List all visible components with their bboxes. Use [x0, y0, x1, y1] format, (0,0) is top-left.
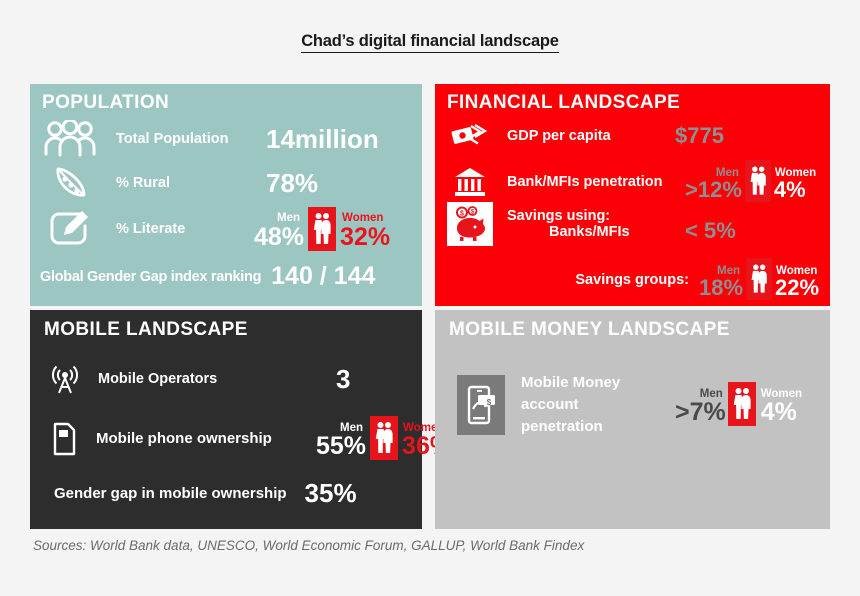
savings-banks-label-line2: Banks/MFIs: [549, 224, 630, 240]
bank-men-value: >12%: [685, 177, 742, 202]
literate-gender-cluster: Men 48% Women 32%: [254, 206, 391, 252]
population-row-total: Total Population 14million: [42, 118, 379, 160]
total-population-value: 14million: [266, 123, 379, 154]
pencil-edit-icon: [42, 206, 98, 252]
mobile-row-gender-gap: Gender gap in mobile ownership 35%: [44, 478, 357, 509]
bank-men-caption: Men: [715, 166, 739, 179]
financial-row-bank: Bank/MFIs penetration Men >12% Women: [447, 160, 816, 203]
bank-women-caption: Women: [774, 166, 817, 179]
rural-label: % Rural: [116, 175, 170, 191]
literate-men-value: 48%: [254, 222, 305, 251]
mobile-money-icon: $: [457, 374, 505, 435]
panel-mobile-money: MOBILE MONEY LANDSCAPE $ Mobile Money ac…: [435, 310, 830, 529]
gdp-label: GDP per capita: [507, 128, 611, 144]
mobile-money-label-block: Mobile Money account penetration: [505, 372, 675, 437]
savings-groups-women-value: 22%: [775, 275, 820, 300]
bank-building-icon: [447, 162, 493, 202]
pea-pod-icon: [42, 162, 98, 204]
mobile-ownership-gender-cluster: Men 55% Women 36%: [316, 416, 452, 461]
mobile-money-heading: MOBILE MONEY LANDSCAPE: [449, 319, 730, 340]
mobile-money-women-value: 4%: [760, 398, 797, 427]
gender-figures-icon-mobile-money: [727, 382, 756, 427]
mobile-money-row-penetration: $ Mobile Money account penetration Men >…: [457, 372, 802, 437]
svg-text:$: $: [460, 211, 464, 218]
panel-population: POPULATION Total Population 14million: [30, 84, 422, 306]
mobile-money-men-caption: Men: [699, 388, 723, 401]
literate-women-value: 32%: [340, 222, 391, 251]
bank-women-value: 4%: [773, 177, 806, 202]
mobile-ownership-men-value: 55%: [316, 432, 367, 460]
sources-note: Sources: World Bank data, UNESCO, World …: [33, 538, 585, 553]
mobile-row-operators: Mobile Operators 3: [44, 362, 350, 396]
literate-men-caption: Men: [277, 212, 301, 225]
mobile-money-gender-cluster: Men >7% Women 4%: [675, 382, 802, 427]
financial-heading: FINANCIAL LANDSCAPE: [447, 92, 681, 113]
population-row-rural: % Rural 78%: [42, 162, 318, 204]
mobile-operators-value: 3: [336, 363, 351, 394]
panel-financial: FINANCIAL LANDSCAPE GDP per capita $775: [435, 84, 830, 306]
bank-gender-cluster: Men >12% Women 4%: [685, 160, 816, 203]
mobile-money-women-caption: Women: [760, 388, 803, 401]
mobile-gender-gap-label: Gender gap in mobile ownership: [54, 485, 287, 502]
savings-banks-label-block: Savings using: Banks/MFIs: [493, 208, 685, 240]
people-group-icon: [42, 118, 98, 160]
population-heading: POPULATION: [42, 92, 170, 113]
piggy-bank-icon: $ $: [447, 202, 493, 246]
financial-row-savings-groups: Savings groups: Men 18% Women 22%: [447, 258, 819, 301]
savings-banks-label-line1: Savings using:: [507, 208, 611, 224]
panel-mobile: MOBILE LANDSCAPE Mobile Operators 3: [30, 310, 452, 529]
financial-row-gdp: GDP per capita $775: [447, 118, 724, 154]
bank-label: Bank/MFIs penetration: [507, 173, 663, 190]
mobile-ownership-men-caption: Men: [340, 421, 364, 434]
mobile-money-men-value: >7%: [675, 398, 726, 427]
mobile-heading: MOBILE LANDSCAPE: [44, 319, 248, 340]
mobile-gender-gap-value: 35%: [304, 478, 357, 508]
mobile-money-label-line1: Mobile Money: [521, 374, 621, 391]
page-title-text: Chad’s digital financial landscape: [301, 32, 559, 53]
total-population-label: Total Population: [116, 131, 229, 147]
gender-figures-icon-savings: [746, 258, 773, 300]
gender-gap-index-value: 140 / 144: [271, 262, 376, 290]
literate-label: % Literate: [116, 221, 186, 237]
cell-tower-icon: [44, 362, 86, 396]
gdp-value: $775: [675, 123, 724, 148]
mobile-money-label-line3: penetration: [521, 417, 603, 435]
population-row-gender-gap-index: Global Gender Gap index ranking 140 / 14…: [40, 262, 375, 291]
savings-banks-value: < 5%: [685, 218, 736, 243]
savings-groups-men-caption: Men: [717, 264, 741, 277]
literate-women-caption: Women: [342, 212, 384, 225]
gender-gap-index-label: Global Gender Gap index ranking: [40, 268, 262, 285]
population-row-literate: % Literate Men 48% Women 32%: [42, 206, 390, 252]
savings-groups-men-value: 18%: [699, 275, 744, 300]
mobile-row-phone-ownership: Mobile phone ownership Men 55% Women: [44, 416, 452, 461]
savings-groups-label: Savings groups:: [575, 271, 689, 288]
svg-text:$: $: [471, 210, 475, 216]
mobile-operators-label: Mobile Operators: [98, 371, 218, 387]
mobile-money-label-line2: account: [521, 395, 579, 413]
mobile-ownership-women-caption: Women: [403, 421, 445, 434]
savings-groups-gender-cluster: Men 18% Women 22%: [699, 258, 819, 301]
gender-figures-icon-literate: [308, 206, 337, 251]
rural-value: 78%: [266, 167, 319, 198]
svg-text:$: $: [487, 398, 492, 407]
mobile-phone-ownership-label: Mobile phone ownership: [96, 430, 272, 447]
savings-groups-women-caption: Women: [776, 264, 818, 277]
financial-row-savings-banks: $ $ Savings using: Banks/MFIs < 5%: [447, 202, 736, 246]
banknotes-icon: [447, 118, 493, 154]
gender-figures-icon-bank: [744, 160, 771, 202]
mobile-phone-icon: [44, 419, 86, 459]
page-title: Chad’s digital financial landscape: [0, 32, 860, 53]
gender-figures-icon-mobile: [370, 416, 399, 460]
